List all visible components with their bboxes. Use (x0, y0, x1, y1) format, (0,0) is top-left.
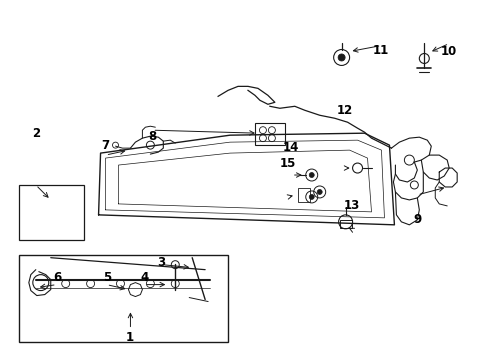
Text: 4: 4 (140, 271, 148, 284)
Text: 12: 12 (336, 104, 352, 117)
Text: 7: 7 (102, 139, 109, 152)
Text: 8: 8 (147, 130, 156, 144)
Text: 10: 10 (440, 45, 456, 58)
Text: 15: 15 (280, 157, 296, 170)
Text: 1: 1 (126, 330, 134, 343)
Bar (19, 185, 83, 240)
Circle shape (337, 54, 345, 61)
Text: 5: 5 (103, 271, 111, 284)
Circle shape (308, 194, 314, 199)
Bar (19, 255, 227, 342)
Text: 3: 3 (157, 256, 165, 269)
Text: 11: 11 (372, 44, 388, 57)
Text: 6: 6 (53, 271, 61, 284)
Text: 9: 9 (412, 213, 421, 226)
Circle shape (308, 172, 314, 177)
Circle shape (317, 189, 322, 194)
Text: 13: 13 (343, 199, 359, 212)
Text: 14: 14 (282, 140, 298, 153)
Text: 2: 2 (32, 127, 40, 140)
